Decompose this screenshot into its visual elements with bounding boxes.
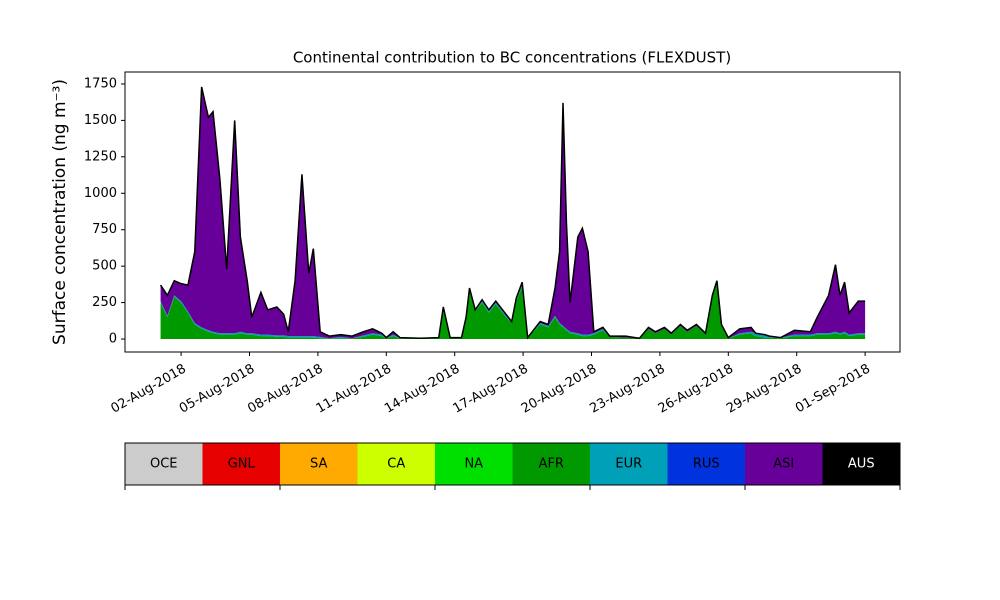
colorbar-label: GNL <box>228 457 256 472</box>
colorbar-cell <box>822 443 900 485</box>
y-axis-label: Surface concentration (ng m⁻³) <box>50 79 70 345</box>
y-tick-label: 250 <box>92 295 117 310</box>
colorbar-label: AFR <box>539 457 564 472</box>
y-tick-label: 750 <box>92 222 117 237</box>
colorbar-label: RUS <box>693 457 720 472</box>
colorbar-label: SA <box>310 457 327 472</box>
colorbar-label: AUS <box>848 457 875 472</box>
y-tick-label: 0 <box>109 332 117 347</box>
colorbar-label: CA <box>387 457 405 472</box>
colorbar-cell <box>435 443 513 485</box>
y-tick-label: 1500 <box>84 113 117 128</box>
outline <box>159 86 866 340</box>
colorbar-label: EUR <box>615 457 642 472</box>
colorbar-cell <box>512 443 590 485</box>
chart-title: Continental contribution to BC concentra… <box>293 49 731 67</box>
colorbar-cell <box>667 443 745 485</box>
colorbar-cell <box>125 443 203 485</box>
y-tick-label: 500 <box>92 259 117 274</box>
y-tick-label: 1750 <box>84 76 117 91</box>
colorbar-label: NA <box>464 457 483 472</box>
colorbar-label: OCE <box>150 457 178 472</box>
colorbar-cell <box>590 443 668 485</box>
area <box>160 282 866 340</box>
colorbar-cell <box>280 443 358 485</box>
colorbar-cell <box>357 443 435 485</box>
colorbar-frame <box>124 442 901 486</box>
colorbar-cell <box>745 443 823 485</box>
plot-frame <box>124 71 901 353</box>
y-tick-label: 1250 <box>84 149 117 164</box>
area <box>160 86 866 339</box>
y-tick-label: 1000 <box>84 186 117 201</box>
colorbar-label: ASI <box>773 457 794 472</box>
colorbar-cell <box>202 443 280 485</box>
